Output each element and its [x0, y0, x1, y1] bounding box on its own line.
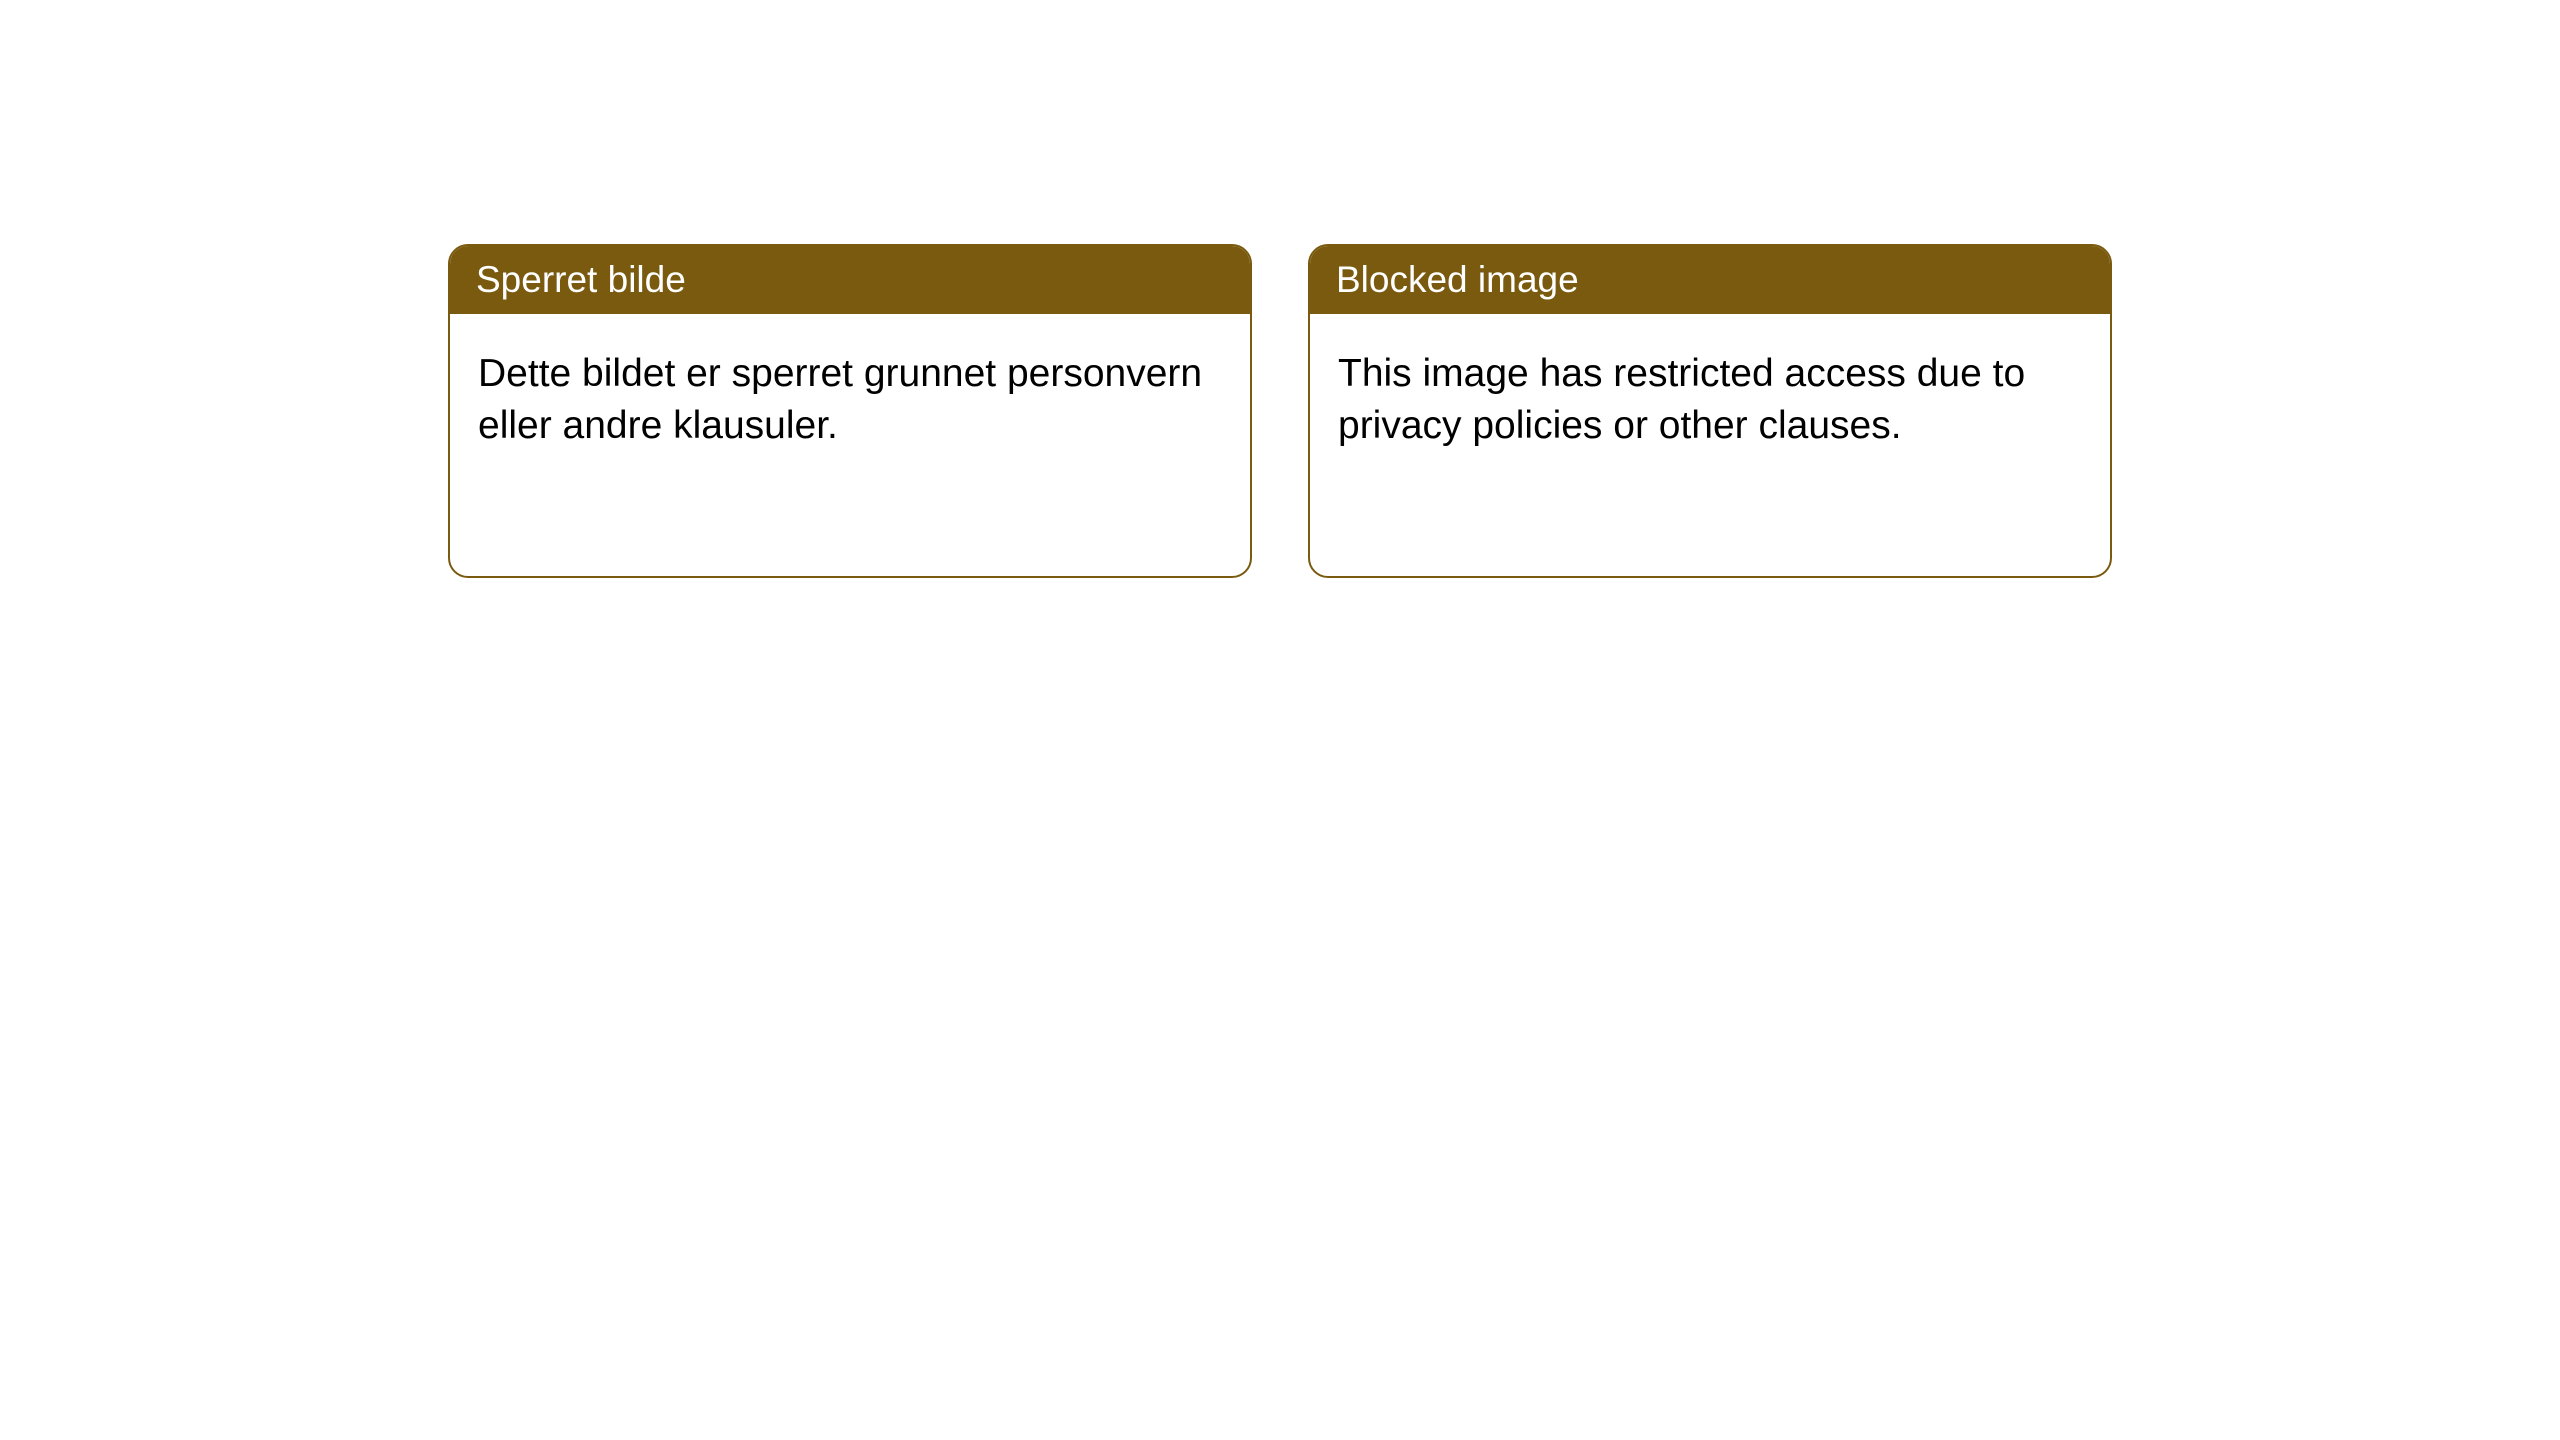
blocked-image-box-en: Blocked image This image has restricted … [1308, 244, 2112, 578]
box-title-no: Sperret bilde [450, 246, 1250, 314]
box-title-en: Blocked image [1310, 246, 2110, 314]
blocked-image-notices: Sperret bilde Dette bildet er sperret gr… [0, 0, 2560, 578]
box-body-no: Dette bildet er sperret grunnet personve… [450, 314, 1250, 487]
blocked-image-box-no: Sperret bilde Dette bildet er sperret gr… [448, 244, 1252, 578]
box-body-en: This image has restricted access due to … [1310, 314, 2110, 487]
